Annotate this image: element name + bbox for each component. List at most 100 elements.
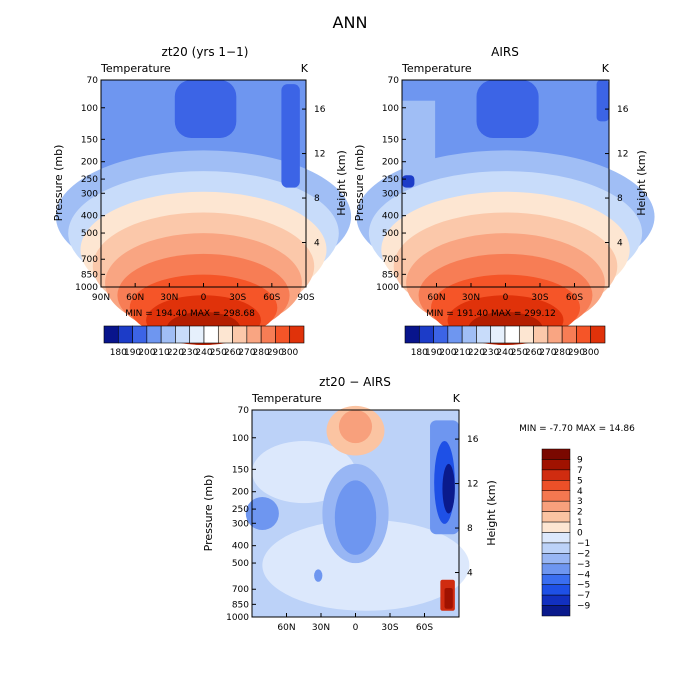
y-tick-label: 1000 xyxy=(376,283,399,293)
colorbar-swatch xyxy=(132,325,148,344)
y-right-tick-label: 12 xyxy=(314,150,325,160)
x-tick-label: 90N xyxy=(92,293,110,303)
colorbar-swatch xyxy=(160,325,176,344)
panel-diff-minmax: MIN = -7.70 MAX = 14.86 xyxy=(519,424,635,434)
y-tick-label: 300 xyxy=(81,189,98,199)
colorbar-swatch xyxy=(504,325,520,344)
y-tick-label: 500 xyxy=(81,229,98,239)
y-tick-label: 250 xyxy=(382,175,399,185)
colorbar-label: 260 xyxy=(224,348,241,358)
colorbar-swatch xyxy=(541,563,571,575)
panel-diff: zt20 − AIRS Temperature K 70100150200250… xyxy=(202,375,635,633)
x-tick-label: 30S xyxy=(531,293,548,303)
y-tick-label: 700 xyxy=(232,585,249,595)
panel-model: zt20 (yrs 1−1) Temperature K 70 100 150 200… xyxy=(52,45,352,358)
colorbar-label: 210 xyxy=(454,348,471,358)
y-tick-label: 100 xyxy=(81,104,98,114)
y-tick-label: 300 xyxy=(382,189,399,199)
y-tick-label: 400 xyxy=(382,212,399,222)
colorbar-swatch xyxy=(541,521,571,533)
colorbar-swatch xyxy=(576,325,592,344)
colorbar-label: −5 xyxy=(577,581,590,591)
colorbar-label: 1 xyxy=(577,518,583,528)
x-tick-label: 0 xyxy=(353,623,359,633)
colorbar-swatch xyxy=(275,325,291,344)
y-tick-label: 400 xyxy=(232,542,249,552)
colorbar-swatch xyxy=(518,325,534,344)
colorbar-label: 7 xyxy=(577,466,583,476)
panel-diff-title: zt20 − AIRS xyxy=(319,375,391,389)
panel-diff-subtitle-left: Temperature xyxy=(251,392,322,405)
colorbar-swatch xyxy=(541,500,571,512)
y-tick-label: 70 xyxy=(87,76,99,86)
y-tick-label: 400 xyxy=(81,212,98,222)
panel-airs-subtitle-left: Temperature xyxy=(401,62,472,75)
y-tick-label: 200 xyxy=(81,158,98,168)
colorbar-label: 0 xyxy=(577,529,583,539)
colorbar-swatch xyxy=(541,511,571,523)
panel-airs-minmax: MIN = 191.40 MAX = 299.12 xyxy=(426,309,556,319)
y-tick-label: 100 xyxy=(382,104,399,114)
colorbar-swatch xyxy=(490,325,506,344)
panel-airs-title: AIRS xyxy=(491,45,519,59)
y-right-tick-label: 4 xyxy=(314,239,320,249)
colorbar-swatch xyxy=(541,584,571,596)
colorbar-label: 190 xyxy=(425,348,442,358)
colorbar-label: 300 xyxy=(281,348,298,358)
colorbar-label: 280 xyxy=(554,348,571,358)
colorbar-label: 230 xyxy=(482,348,499,358)
y-right-tick-label: 12 xyxy=(617,150,628,160)
panel-diff-ylabel-right: Height (km) xyxy=(485,480,498,546)
y-tick-label: 1000 xyxy=(226,613,249,623)
colorbar-swatch xyxy=(541,480,571,491)
colorbar-swatch xyxy=(541,605,571,617)
panel-model-title: zt20 (yrs 1−1) xyxy=(162,45,249,59)
panel-model-field xyxy=(55,80,352,345)
colorbar-label: 180 xyxy=(110,348,127,358)
panel-airs-subtitle-right: K xyxy=(602,62,610,75)
colorbar-swatch xyxy=(246,325,262,344)
colorbar-label: 240 xyxy=(195,348,212,358)
panel-model-subtitle-left: Temperature xyxy=(100,62,171,75)
panel-model-ylabel-right: Height (km) xyxy=(335,150,348,216)
colorbar-swatch xyxy=(189,325,205,344)
colorbar-label: 270 xyxy=(238,348,255,358)
x-tick-label: 60S xyxy=(416,623,433,633)
colorbar-label: 3 xyxy=(577,497,583,507)
y-tick-label: 150 xyxy=(382,135,399,145)
y-tick-label: 300 xyxy=(232,519,249,529)
panel-airs-ylabel-right: Height (km) xyxy=(635,150,648,216)
colorbar-swatch xyxy=(541,553,571,565)
x-tick-label: 60N xyxy=(126,293,144,303)
colorbar-label: −2 xyxy=(577,549,590,559)
colorbar-label: 9 xyxy=(577,455,583,465)
y-right-tick-label: 4 xyxy=(617,239,623,249)
colorbar-label: 230 xyxy=(181,348,198,358)
colorbar-label: 220 xyxy=(167,348,184,358)
y-right-tick-label: 16 xyxy=(314,105,326,115)
x-tick-label: 0 xyxy=(503,293,509,303)
x-tick-label: 60N xyxy=(427,293,445,303)
colorbar-label: 200 xyxy=(138,348,155,358)
colorbar-swatch xyxy=(461,325,477,344)
colorbar-swatch xyxy=(541,448,571,460)
panel-airs: AIRS Temperature K 70 100 150 200 250 300 400 5… xyxy=(353,45,655,358)
colorbar-label: 210 xyxy=(153,348,170,358)
colorbar-label: 4 xyxy=(577,487,583,497)
colorbar-swatch xyxy=(541,574,571,585)
panel-diff-ylabel: Pressure (mb) xyxy=(202,475,215,552)
y-right-tick-label: 8 xyxy=(314,194,320,204)
y-tick-label: 1000 xyxy=(75,283,98,293)
y-tick-label: 850 xyxy=(382,270,399,280)
colorbar-swatch xyxy=(541,459,571,471)
colorbar-swatch xyxy=(547,325,563,344)
colorbar-label: 180 xyxy=(411,348,428,358)
panel-diff-field xyxy=(245,405,470,617)
y-tick-label: 150 xyxy=(232,465,249,475)
colorbar-label: 250 xyxy=(210,348,227,358)
colorbar-label: 220 xyxy=(468,348,485,358)
colorbar-swatch xyxy=(103,325,119,344)
